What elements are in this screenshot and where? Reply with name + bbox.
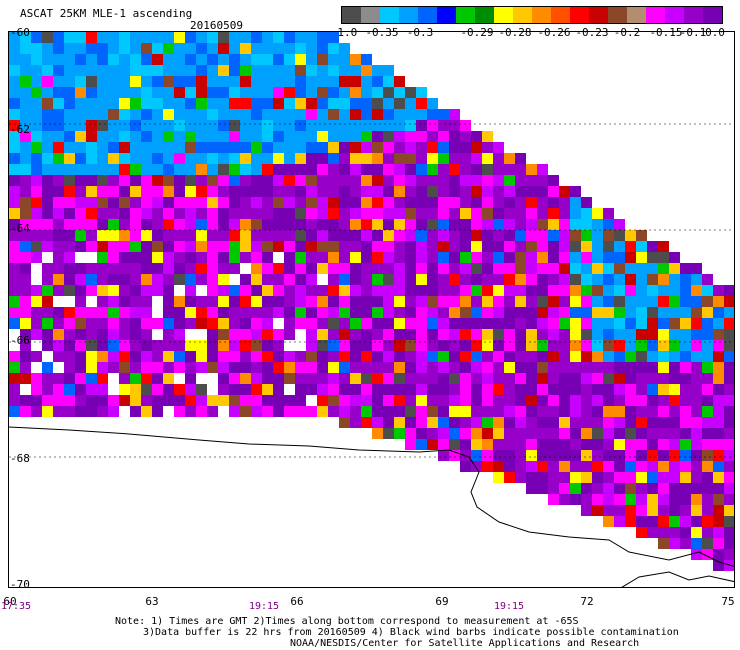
map-panel bbox=[8, 31, 735, 588]
colorbar-label: -0.1 bbox=[679, 26, 707, 39]
lat-label: -60 bbox=[10, 26, 30, 39]
colorbar-swatch bbox=[532, 7, 551, 23]
colorbar-label: -0.29 bbox=[460, 26, 494, 39]
lon-label: 72 bbox=[580, 595, 594, 608]
colorbar-swatch bbox=[646, 7, 665, 23]
lat-label: -64 bbox=[10, 222, 30, 235]
time-label: 19:15 bbox=[248, 601, 280, 612]
colorbar-swatch bbox=[456, 7, 475, 23]
colorbar-label: -0.35 bbox=[365, 26, 399, 39]
colorbar-swatch bbox=[342, 7, 361, 23]
footnote-line-2: 3)Data buffer is 22 hrs from 20160509 4)… bbox=[143, 627, 679, 638]
colorbar bbox=[341, 6, 723, 24]
colorbar-label: 0.0 bbox=[705, 26, 725, 39]
lon-label: 69 bbox=[435, 595, 449, 608]
colorbar-swatch bbox=[494, 7, 513, 23]
footnote-line-1: Note: 1) Times are GMT 2)Times along bot… bbox=[115, 616, 579, 627]
swath-map bbox=[9, 32, 734, 587]
colorbar-swatch bbox=[380, 7, 399, 23]
lon-label: 60 bbox=[3, 595, 17, 608]
colorbar-swatch bbox=[361, 7, 380, 23]
colorbar-label: -0.3 bbox=[406, 26, 434, 39]
colorbar-swatch bbox=[437, 7, 456, 23]
colorbar-label: -0.26 bbox=[537, 26, 571, 39]
colorbar-swatch bbox=[608, 7, 627, 23]
lat-label: -62 bbox=[10, 123, 30, 136]
lon-label: 63 bbox=[145, 595, 159, 608]
coastline bbox=[9, 426, 734, 567]
lat-label: -66 bbox=[10, 334, 30, 347]
colorbar-swatch bbox=[418, 7, 437, 23]
lat-label: -68 bbox=[10, 452, 30, 465]
colorbar-swatch bbox=[703, 7, 722, 23]
colorbar-swatch bbox=[684, 7, 703, 23]
lat-label: -70 bbox=[10, 578, 30, 591]
title: ASCAT 25KM MLE-1 ascending bbox=[20, 7, 193, 20]
time-label: 19:15 bbox=[493, 601, 525, 612]
colorbar-swatch bbox=[513, 7, 532, 23]
colorbar-label: -0.15 bbox=[649, 26, 683, 39]
colorbar-swatch bbox=[665, 7, 684, 23]
colorbar-label: -0.28 bbox=[498, 26, 532, 39]
colorbar-swatch bbox=[475, 7, 494, 23]
coastline-inlet bbox=[621, 571, 734, 587]
footnote-line-3: NOAA/NESDIS/Center for Satellite Applica… bbox=[290, 638, 640, 649]
colorbar-label: -0.2 bbox=[613, 26, 641, 39]
swath-cells bbox=[9, 32, 734, 571]
colorbar-swatch bbox=[589, 7, 608, 23]
colorbar-swatch bbox=[551, 7, 570, 23]
lon-label: 66 bbox=[290, 595, 304, 608]
date-label: 20160509 bbox=[190, 19, 243, 32]
colorbar-swatch bbox=[570, 7, 589, 23]
time-label: 17:35 bbox=[0, 601, 32, 612]
lon-label: 75 bbox=[721, 595, 735, 608]
colorbar-label: -0.23 bbox=[575, 26, 609, 39]
colorbar-swatch bbox=[399, 7, 418, 23]
colorbar-swatch bbox=[627, 7, 646, 23]
colorbar-labels: -1.0 -0.35 -0.3 -0.29 -0.28 -0.26 -0.23 … bbox=[330, 26, 740, 39]
